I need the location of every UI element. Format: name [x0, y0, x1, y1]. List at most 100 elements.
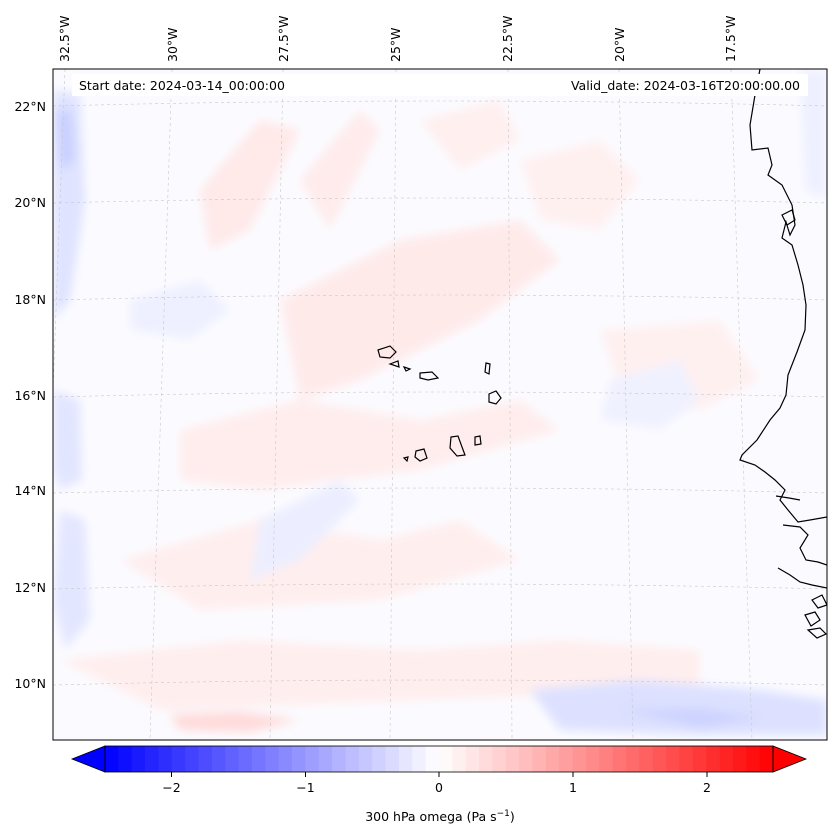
parallel-22n: [53, 100, 827, 107]
colorbar-cell: [626, 746, 640, 772]
colorbar-cell: [572, 746, 587, 772]
colorbar-cell: [692, 746, 707, 772]
lat-label-20n: 20°N: [14, 195, 46, 210]
meridian-30w: [149, 69, 173, 740]
lat-label-16n: 16°N: [14, 388, 46, 403]
colorbar-ticks: −2 −1 0 1 2: [162, 772, 711, 795]
coastline-mainland: [739, 69, 827, 523]
cape-verde-islands: [377, 345, 502, 463]
colorbar-label: 300 hPa omega (Pa s−1): [365, 809, 515, 824]
colorbar-cell: [479, 746, 493, 772]
lon-label-20w: 20°W: [612, 27, 627, 62]
coast-islet: [781, 209, 796, 226]
coastline-river: [775, 495, 801, 501]
colorbar-cell: [666, 746, 680, 772]
omega-field: [53, 70, 827, 735]
colorbar-cell: [185, 746, 199, 772]
colorbar-cell: [198, 746, 213, 772]
meridian-22-5w: [507, 69, 513, 740]
valid-date-label: Valid_date: 2024-03-16T20:00:00.00: [571, 78, 800, 93]
sao-nicolau-island: [419, 371, 440, 381]
colorbar-cell: [292, 746, 306, 772]
lon-label-22-5w: 22.5°W: [500, 16, 515, 62]
colorbar-cells: [105, 746, 774, 772]
cbar-tick-label: −2: [162, 780, 180, 795]
colorbar-cell: [465, 746, 480, 772]
bijagos-island-3: [811, 594, 827, 609]
parallel-14n: [53, 487, 827, 494]
colorbar-cell: [318, 746, 333, 772]
colorbar-cell: [305, 746, 320, 772]
parallel-16n: [53, 391, 827, 398]
colorbar-cell: [278, 746, 293, 772]
colorbar-cell: [612, 746, 627, 772]
colorbar-cell: [225, 746, 239, 772]
colorbar-cell: [105, 746, 119, 772]
coastline-gambia-guinea: [782, 524, 827, 566]
colorbar-cell: [171, 746, 186, 772]
cbar-tick-label: 2: [703, 780, 711, 795]
colorbar-cell: [385, 746, 400, 772]
colorbar-cell: [439, 746, 453, 772]
lat-label-22n: 22°N: [14, 99, 46, 114]
meridian-17-5w: [730, 69, 753, 740]
boa-vista-island: [488, 390, 502, 405]
meridian-25w: [389, 69, 397, 740]
colorbar: −2 −1 0 1 2 300 hPa omega (Pa s−1): [70, 745, 808, 824]
colorbar-cell: [505, 746, 520, 772]
colorbar-cell: [265, 746, 280, 772]
colorbar-cell: [158, 746, 173, 772]
bijagos-island-2: [806, 627, 827, 639]
parallel-18n: [53, 294, 827, 301]
cbar-tick-label: 1: [569, 780, 577, 795]
colorbar-cell: [145, 746, 159, 772]
colorbar-cell: [358, 746, 373, 772]
colorbar-cell: [759, 746, 774, 772]
colorbar-min-extend: [70, 745, 106, 773]
colorbar-cell: [585, 746, 600, 772]
negative-omega-regions: [53, 70, 827, 735]
bijagos-island-1: [804, 611, 821, 627]
colorbar-cell: [706, 746, 720, 772]
colorbar-cell: [118, 746, 133, 772]
colorbar-cell: [532, 746, 547, 772]
santo-antao-island: [377, 345, 397, 359]
colorbar-cell: [732, 746, 747, 772]
lat-label-12n: 12°N: [14, 580, 46, 595]
lon-label-32-5w: 32.5°W: [57, 16, 72, 62]
lat-label-10n: 10°N: [14, 676, 46, 691]
colorbar-cell: [599, 746, 614, 772]
latitude-labels: 22°N 20°N 18°N 16°N 14°N 12°N 10°N: [14, 99, 46, 691]
colorbar-cell: [412, 746, 427, 772]
start-date-label: Start date: 2024-03-14_00:00:00: [79, 78, 285, 93]
lat-label-18n: 18°N: [14, 292, 46, 307]
meridian-20w: [618, 69, 634, 740]
colorbar-cell: [559, 746, 573, 772]
header-box: [72, 74, 808, 96]
santa-luzia-island: [402, 365, 412, 372]
colorbar-cell: [492, 746, 507, 772]
parallel-20n: [53, 197, 827, 204]
lon-label-27-5w: 27.5°W: [276, 16, 291, 62]
map-frame: [52, 68, 828, 741]
parallel-12n: [53, 583, 827, 590]
colorbar-cell: [746, 746, 761, 772]
colorbar-cell: [372, 746, 386, 772]
lon-label-25w: 25°W: [388, 27, 403, 62]
colorbar-cell: [452, 746, 467, 772]
brava-island: [402, 456, 409, 463]
colorbar-cell: [332, 746, 346, 772]
meridian-27-5w: [269, 69, 284, 740]
coastlines: [739, 69, 827, 639]
map-panel: Start date: 2024-03-14_00:00:00 Valid_da…: [52, 68, 828, 741]
lon-label-30w: 30°W: [165, 27, 180, 62]
maio-island: [474, 435, 482, 446]
sal-island: [484, 362, 491, 375]
lat-label-14n: 14°N: [14, 483, 46, 498]
colorbar-cell: [652, 746, 667, 772]
fogo-island: [414, 448, 428, 462]
parallel-10n: [53, 679, 827, 686]
lon-label-17-5w: 17.5°W: [723, 16, 738, 62]
cbar-tick-label: −1: [296, 780, 314, 795]
colorbar-cell: [211, 746, 226, 772]
